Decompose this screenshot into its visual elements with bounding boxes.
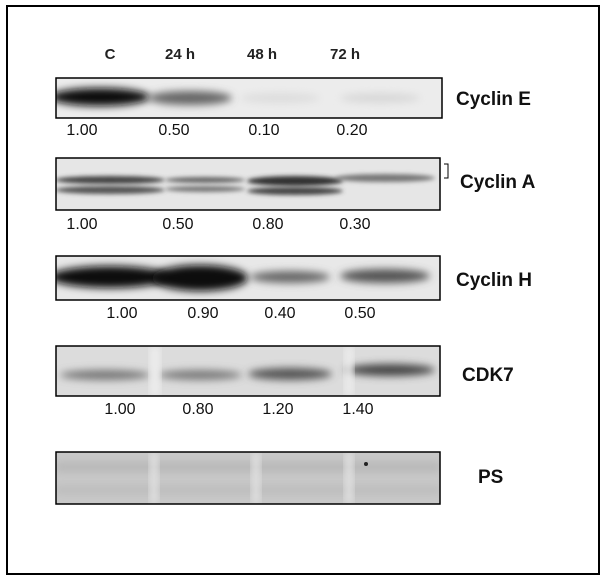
protein-label: PS bbox=[478, 467, 503, 488]
bracket bbox=[444, 163, 449, 179]
blot-border bbox=[55, 255, 441, 301]
quantification: 0.50 bbox=[158, 122, 189, 139]
quantification: 0.10 bbox=[248, 122, 279, 139]
blot-cyclin-h bbox=[56, 256, 440, 300]
protein-label: Cyclin H bbox=[456, 270, 532, 291]
quantification: 0.40 bbox=[264, 305, 295, 322]
blot-ps bbox=[56, 452, 440, 504]
blot-border bbox=[55, 451, 441, 505]
quantification: 1.00 bbox=[104, 401, 135, 418]
blot-cyclin-e bbox=[56, 78, 442, 118]
quantification: 1.00 bbox=[66, 122, 97, 139]
blot-border bbox=[55, 345, 441, 397]
quantification: 0.90 bbox=[187, 305, 218, 322]
quantification: 0.80 bbox=[182, 401, 213, 418]
quantification: 1.00 bbox=[106, 305, 137, 322]
blot-cyclin-a bbox=[56, 158, 440, 210]
blot-border bbox=[55, 77, 443, 119]
lane-label: C bbox=[105, 46, 116, 63]
quantification: 0.20 bbox=[336, 122, 367, 139]
lane-label: 72 h bbox=[330, 46, 360, 63]
quantification: 1.40 bbox=[342, 401, 373, 418]
quantification: 1.00 bbox=[66, 216, 97, 233]
protein-label: Cyclin E bbox=[456, 89, 531, 110]
quantification: 0.80 bbox=[252, 216, 283, 233]
lane-label: 24 h bbox=[165, 46, 195, 63]
protein-label: Cyclin A bbox=[460, 172, 536, 193]
quantification: 1.20 bbox=[262, 401, 293, 418]
protein-label: CDK7 bbox=[462, 365, 514, 386]
quantification: 0.50 bbox=[162, 216, 193, 233]
lane-label: 48 h bbox=[247, 46, 277, 63]
quantification: 0.30 bbox=[339, 216, 370, 233]
quantification: 0.50 bbox=[344, 305, 375, 322]
blot-cdk7 bbox=[56, 346, 440, 396]
blot-border bbox=[55, 157, 441, 211]
